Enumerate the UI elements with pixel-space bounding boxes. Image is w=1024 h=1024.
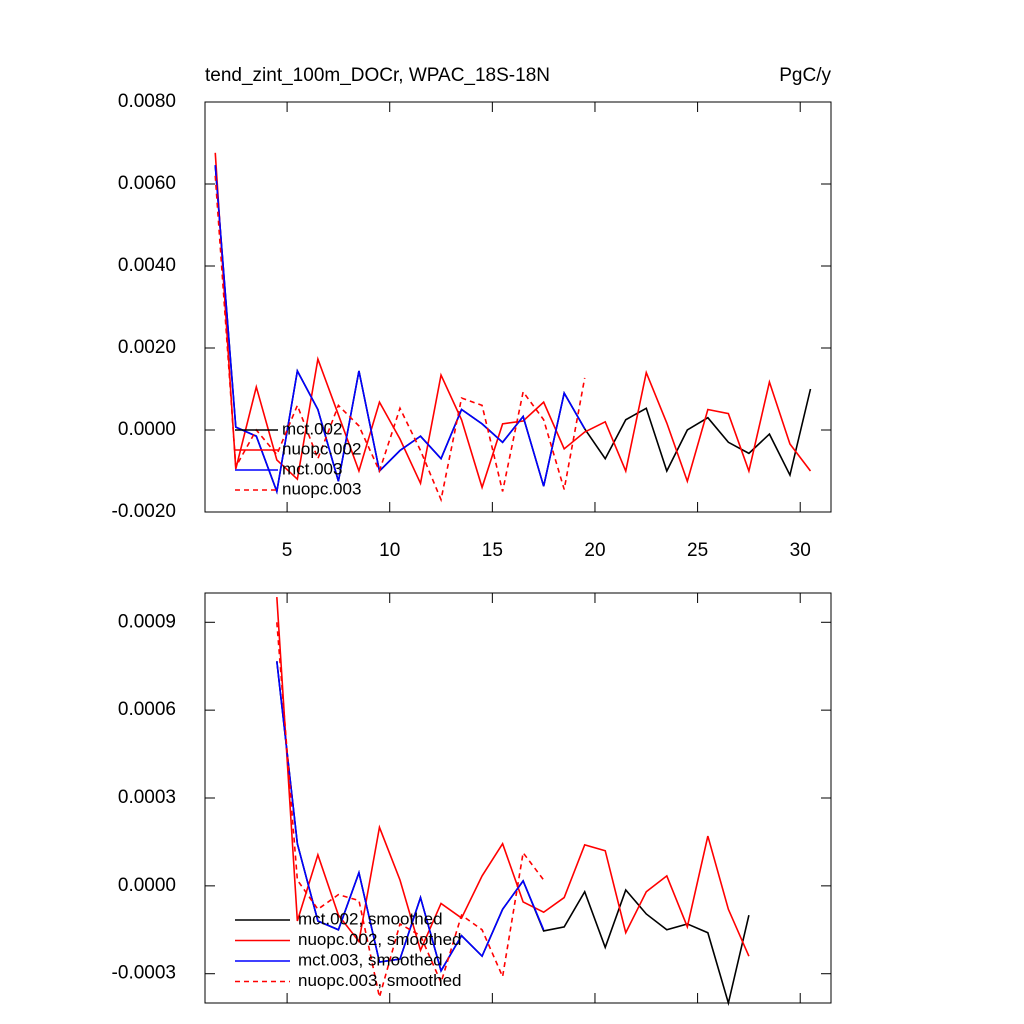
legend-label: nuopc.003, smoothed [298, 971, 462, 990]
x-tick-label: 20 [584, 540, 605, 561]
data-line [276, 661, 545, 973]
y-tick-label: 0.0003 [118, 787, 176, 808]
y-tick-label: -0.0003 [112, 963, 176, 984]
legend-label: mct.003 [282, 459, 342, 478]
data-line [276, 597, 750, 957]
y-tick-label: 0.0009 [118, 611, 176, 632]
x-tick-label: 10 [379, 540, 400, 561]
x-tick-label: 15 [482, 540, 503, 561]
legend-label: nuopc.002 [282, 439, 361, 458]
y-tick-label: 0.0000 [118, 419, 176, 440]
data-line [276, 622, 545, 998]
y-tick-label: 0.0040 [118, 255, 176, 276]
data-line [214, 175, 586, 503]
plot-frame [204, 101, 832, 513]
legend-label: mct.002, smoothed [298, 909, 443, 928]
y-tick-label: 0.0006 [118, 699, 176, 720]
units-label: PgC/y [779, 65, 831, 86]
y-tick-label: 0.0080 [118, 91, 176, 112]
data-line [214, 165, 586, 495]
y-tick-label: 0.0060 [118, 173, 176, 194]
data-line [214, 152, 812, 491]
x-tick-label: 25 [687, 540, 708, 561]
x-tick-label: 5 [282, 540, 293, 561]
chart-title: tend_zint_100m_DOCr, WPAC_18S-18N [205, 65, 550, 86]
legend-label: mct.002 [282, 419, 342, 438]
x-tick-label: 30 [790, 540, 811, 561]
legend-label: nuopc.002, smoothed [298, 930, 462, 949]
y-tick-label: 0.0000 [118, 875, 176, 896]
legend-label: mct.003, smoothed [298, 950, 443, 969]
y-tick-label: 0.0020 [118, 337, 176, 358]
legend-label: nuopc.003 [282, 479, 361, 498]
y-tick-label: -0.0020 [112, 501, 176, 522]
